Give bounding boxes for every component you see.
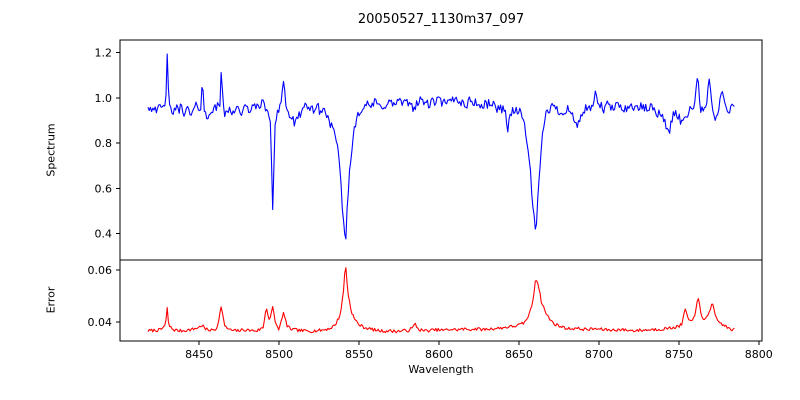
x-axis-label: Wavelength: [408, 363, 474, 376]
x-tick-label: 8450: [185, 348, 213, 361]
x-tick-label: 8800: [745, 348, 773, 361]
x-tick-label: 8500: [265, 348, 293, 361]
x-ticks: 8450 8500 8550 8600 8650 8700 8750 8800: [185, 341, 773, 361]
error-y-ticks: 0.04 0.06: [88, 264, 120, 329]
x-tick-label: 8750: [665, 348, 693, 361]
error-y-tick-label: 0.04: [88, 316, 113, 329]
spectrum-y-tick-label: 0.8: [95, 137, 113, 150]
error-axes-box: [119, 259, 763, 342]
x-tick-label: 8600: [425, 348, 453, 361]
spectrum-y-tick-label: 0.6: [95, 182, 113, 195]
spectrum-y-tick-label: 1.2: [95, 47, 113, 60]
x-tick-label: 8650: [505, 348, 533, 361]
spectrum-y-ticks: 0.4 0.6 0.8 1.0 1.2: [95, 47, 120, 241]
spectrum-y-tick-label: 1.0: [95, 92, 113, 105]
spectrum-line: [147, 53, 735, 240]
error-y-tick-label: 0.06: [88, 264, 113, 277]
spectrum-y-tick-label: 0.4: [95, 228, 113, 241]
x-tick-label: 8550: [345, 348, 373, 361]
chart-title: 20050527_1130m37_097: [357, 12, 525, 27]
x-tick-label: 8700: [585, 348, 613, 361]
spectrum-axes-box: [119, 39, 763, 261]
error-line: [147, 267, 735, 334]
